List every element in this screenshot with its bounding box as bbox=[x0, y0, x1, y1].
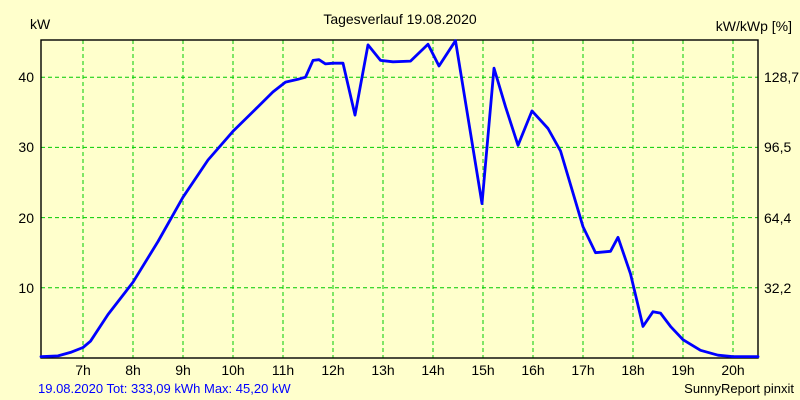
x-tick-11h: 11h bbox=[271, 362, 295, 378]
x-tick-9h: 9h bbox=[175, 362, 191, 378]
x-tick-20h: 20h bbox=[721, 362, 745, 378]
x-tick-7h: 7h bbox=[75, 362, 91, 378]
y-tick-right-10: 32,2 bbox=[764, 279, 792, 296]
x-tick-14h: 14h bbox=[421, 362, 445, 378]
power-curve bbox=[39, 39, 760, 359]
left-axis-unit-label: kW bbox=[30, 16, 51, 32]
y-tick-left-30: 30 bbox=[18, 139, 34, 156]
x-tick-10h: 10h bbox=[221, 362, 245, 378]
x-tick-18h: 18h bbox=[621, 362, 645, 378]
y-tick-right-30: 96,5 bbox=[764, 139, 792, 156]
plot-border bbox=[40, 39, 759, 359]
y-tick-left-40: 40 bbox=[18, 69, 34, 86]
y-tick-left-10: 10 bbox=[18, 279, 34, 296]
x-tick-13h: 13h bbox=[371, 362, 395, 378]
y-tick-left-20: 20 bbox=[18, 209, 34, 226]
x-tick-16h: 16h bbox=[521, 362, 545, 378]
x-tick-15h: 15h bbox=[471, 362, 495, 378]
report-credit-text: SunnyReport pinxit bbox=[684, 381, 794, 396]
x-tick-19h: 19h bbox=[671, 362, 695, 378]
x-tick-17h: 17h bbox=[571, 362, 595, 378]
y-tick-right-40: 128,7 bbox=[764, 69, 800, 86]
right-axis-unit-label: kW/kWp [%] bbox=[715, 18, 792, 34]
y-tick-right-20: 64,4 bbox=[764, 209, 792, 226]
x-tick-8h: 8h bbox=[125, 362, 141, 378]
daily-stats-text: 19.08.2020 Tot: 333,09 kWh Max: 45,20 kW bbox=[38, 381, 291, 396]
chart-title: Tagesverlauf 19.08.2020 bbox=[323, 11, 477, 27]
x-tick-12h: 12h bbox=[321, 362, 345, 378]
